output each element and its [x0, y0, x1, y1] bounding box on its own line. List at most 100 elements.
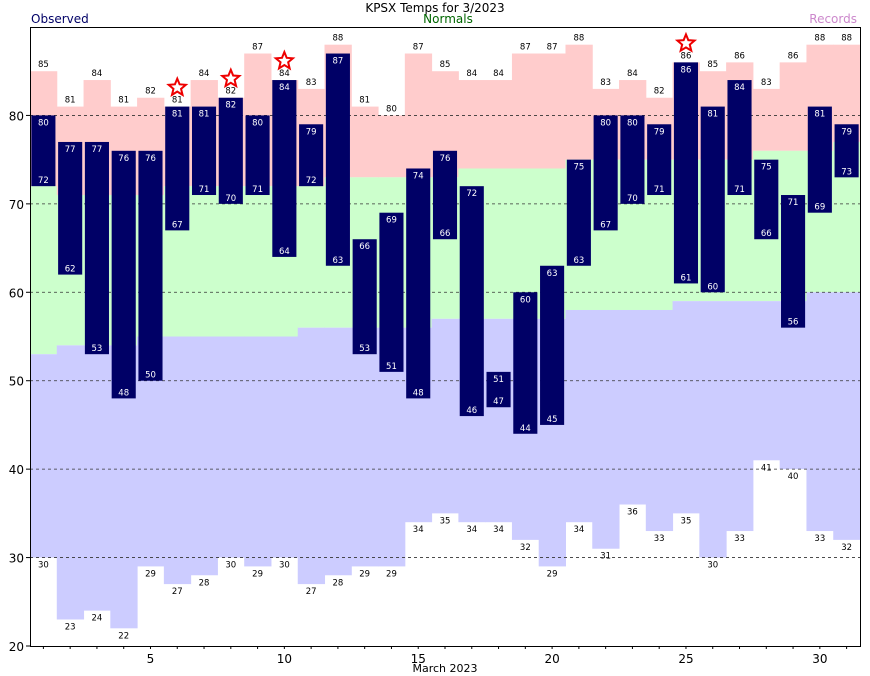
- observed-low-label: 56: [788, 318, 799, 328]
- normal-band: [190, 186, 218, 337]
- normal-band: [30, 186, 58, 355]
- record-low-label: 30: [279, 561, 290, 571]
- observed-high-label: 71: [788, 198, 799, 208]
- record-high-label: 87: [520, 43, 531, 53]
- record-low-label: 32: [841, 543, 852, 553]
- record-low-band: [806, 292, 834, 532]
- observed-high-label: 51: [493, 375, 504, 385]
- record-low-band: [779, 301, 807, 470]
- observed-low-label: 53: [359, 344, 370, 354]
- observed-low-label: 48: [118, 388, 129, 398]
- observed-low-label: 48: [413, 388, 424, 398]
- observed-high-label: 82: [225, 101, 236, 111]
- x-tick-label: 25: [678, 652, 693, 666]
- observed-bar: [272, 80, 297, 257]
- observed-low-label: 64: [279, 247, 290, 257]
- record-low-label: 24: [92, 614, 103, 624]
- record-low-band: [672, 301, 700, 514]
- observed-high-label: 84: [279, 83, 290, 93]
- observed-high-label: 81: [172, 110, 183, 120]
- observed-bar: [540, 265, 565, 425]
- record-low-band: [699, 301, 727, 558]
- observed-high-label: 86: [681, 65, 692, 75]
- observed-bar: [138, 150, 163, 381]
- record-high-label: 84: [493, 69, 504, 79]
- y-tick-label: 40: [9, 463, 24, 477]
- record-star-icon: [674, 31, 698, 53]
- record-high-band: [458, 80, 486, 169]
- observed-bar: [406, 168, 431, 399]
- record-high-label: 86: [734, 51, 745, 61]
- record-high-label: 85: [38, 60, 49, 70]
- record-high-band: [779, 62, 807, 151]
- observed-high-label: 80: [600, 118, 611, 128]
- record-stars: [166, 31, 698, 98]
- observed-low-label: 67: [172, 220, 183, 230]
- x-tick-label: 20: [544, 652, 559, 666]
- record-low-label: 40: [788, 472, 799, 482]
- observed-low-label: 61: [681, 273, 692, 283]
- record-low-band: [619, 309, 647, 505]
- record-low-label: 30: [38, 561, 49, 571]
- observed-bar: [566, 159, 591, 266]
- observed-low-label: 70: [627, 194, 638, 204]
- observed-low-label: 71: [734, 185, 745, 195]
- record-low-label: 28: [332, 578, 343, 588]
- legend-records: Records: [809, 12, 857, 26]
- record-low-band: [56, 345, 85, 620]
- y-tick-label: 20: [9, 640, 24, 654]
- observed-bar: [727, 80, 752, 196]
- observed-high-label: 79: [654, 127, 665, 137]
- record-low-band: [324, 327, 352, 576]
- record-low-band: [83, 345, 111, 611]
- data-labels: 80 72 85 30 77 62 81 23 77 53 84 24 76 48 81 22 76 50 82 29…: [38, 34, 852, 642]
- record-high-label: 86: [788, 51, 799, 61]
- record-high-label: 82: [654, 87, 665, 97]
- record-high-label: 81: [359, 96, 370, 106]
- record-low-label: 31: [600, 552, 611, 562]
- observed-high-label: 60: [520, 295, 531, 305]
- record-star-icon: [166, 75, 189, 98]
- chart-title: KPSX Temps for 3/2023: [365, 1, 504, 15]
- legend-observed: Observed: [31, 12, 89, 26]
- record-low-label: 32: [520, 543, 531, 553]
- record-low-label: 33: [734, 534, 745, 544]
- observed-bar: [218, 97, 243, 204]
- observed-bar: [754, 159, 779, 240]
- observed-low-label: 45: [547, 415, 558, 425]
- observed-bar: [620, 115, 645, 204]
- record-high-band: [485, 80, 513, 169]
- record-low-label: 28: [199, 578, 210, 588]
- observed-bar: [673, 62, 699, 284]
- observed-bar: [513, 292, 538, 434]
- observed-high-label: 81: [199, 110, 210, 120]
- x-tick-label: 5: [147, 652, 155, 666]
- observed-high-label: 81: [814, 110, 825, 120]
- observed-low-label: 69: [814, 203, 825, 213]
- record-low-label: 34: [573, 525, 584, 535]
- record-high-label: 82: [145, 87, 156, 97]
- observed-bar: [245, 115, 270, 196]
- record-low-label: 27: [172, 587, 183, 597]
- normal-band: [297, 186, 326, 328]
- record-high-label: 88: [841, 34, 852, 44]
- record-low-band: [351, 327, 379, 567]
- record-low-label: 33: [654, 534, 665, 544]
- observed-bar: [807, 106, 832, 213]
- observed-low-label: 73: [841, 167, 852, 177]
- observed-high-label: 76: [118, 154, 129, 164]
- observed-low-label: 63: [332, 256, 343, 266]
- observed-bar: [165, 106, 190, 231]
- observed-bar: [834, 124, 859, 178]
- observed-low-label: 44: [520, 424, 531, 434]
- observed-high-label: 66: [359, 242, 370, 252]
- observed-bar: [700, 106, 725, 293]
- record-low-label: 36: [627, 508, 638, 518]
- record-low-label: 34: [466, 525, 477, 535]
- observed-bar: [191, 106, 217, 196]
- observed-high-label: 81: [707, 110, 718, 120]
- record-high-label: 83: [761, 78, 772, 88]
- normal-band: [244, 186, 272, 337]
- observed-bar: [84, 141, 109, 355]
- record-low-band: [833, 292, 861, 540]
